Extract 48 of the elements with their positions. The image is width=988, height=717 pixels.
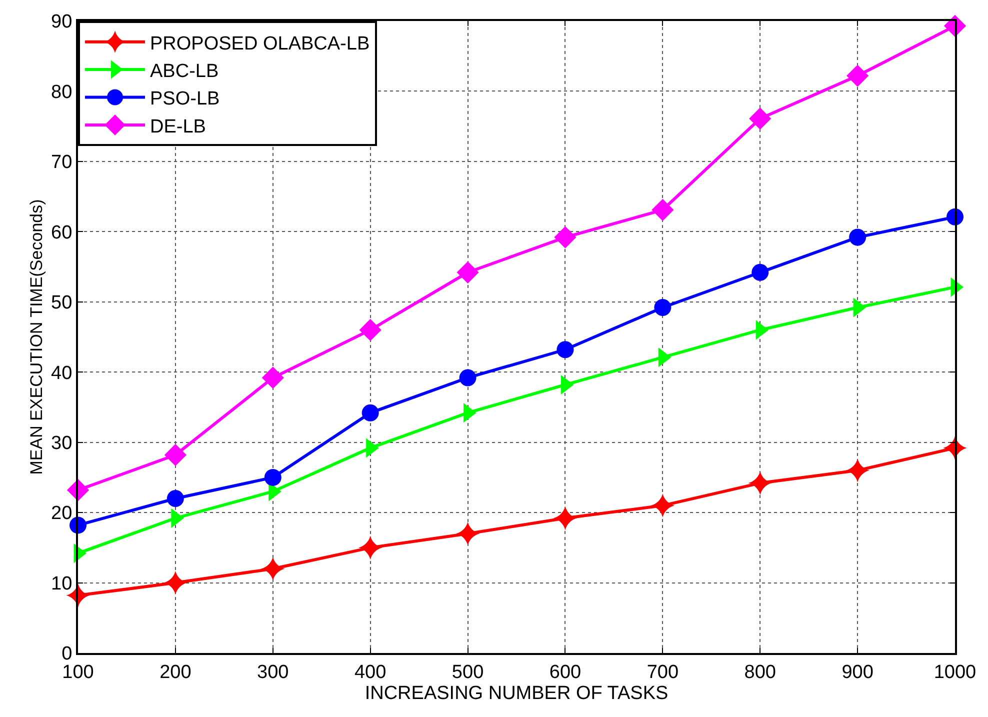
point xyxy=(264,468,282,486)
y-tick-label: 70 xyxy=(51,152,72,174)
point xyxy=(749,108,772,130)
y-tick-label: 80 xyxy=(51,82,72,103)
point xyxy=(650,494,675,518)
point xyxy=(164,444,186,466)
point xyxy=(362,404,379,422)
point xyxy=(752,264,769,281)
legend-label: ABC-LB xyxy=(150,60,219,82)
y-tick-label: 10 xyxy=(51,573,72,594)
y-tick-label: 40 xyxy=(51,362,72,384)
x-tick-label: 1000 xyxy=(934,662,976,683)
point xyxy=(846,64,869,87)
point xyxy=(553,506,578,530)
x-tick-label: 500 xyxy=(452,662,484,683)
x-tick-label: 600 xyxy=(549,662,582,683)
point xyxy=(748,471,772,495)
x-axis-title: INCREASING NUMBER OF TASKS xyxy=(364,682,668,704)
x-tick-label: 700 xyxy=(646,662,679,683)
point xyxy=(456,261,479,284)
x-tick-label: 800 xyxy=(744,662,776,683)
point xyxy=(260,556,285,581)
point xyxy=(459,369,476,386)
y-tick-label: 20 xyxy=(51,503,72,524)
y-tick-label: 30 xyxy=(51,432,72,454)
point xyxy=(358,536,382,560)
y-tick-label: 60 xyxy=(51,222,72,244)
point xyxy=(846,458,870,482)
point xyxy=(262,366,284,389)
y-axis-title: MEAN EXECUTION TIME(Seconds) xyxy=(27,199,46,475)
x-tick-label: 200 xyxy=(160,662,192,683)
point xyxy=(166,490,184,507)
point xyxy=(652,198,674,221)
point xyxy=(359,318,382,342)
point xyxy=(654,299,672,316)
legend-label: PROPOSED OLABCA-LB xyxy=(150,33,370,54)
point xyxy=(554,226,576,248)
point xyxy=(556,341,574,358)
legend-label: PSO-LB xyxy=(150,88,220,110)
x-tick-label: 400 xyxy=(354,662,386,683)
point xyxy=(456,522,480,546)
y-tick-label: 90 xyxy=(51,12,72,33)
point xyxy=(849,228,866,246)
legend-label: DE-LB xyxy=(150,116,206,138)
x-tick-label: 900 xyxy=(842,662,874,683)
point xyxy=(164,570,188,595)
x-tick-label: 300 xyxy=(257,662,289,683)
y-tick-label: 50 xyxy=(51,292,72,314)
